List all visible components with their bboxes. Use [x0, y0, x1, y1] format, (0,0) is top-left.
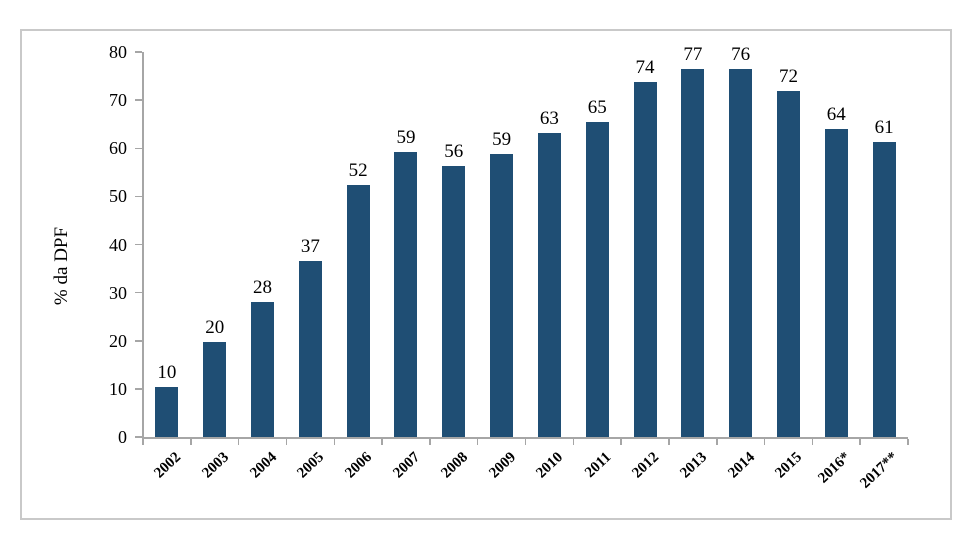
- x-axis-label: 2014: [724, 449, 758, 482]
- x-tick-mark: [716, 438, 718, 445]
- x-tick-mark: [763, 438, 766, 445]
- x-axis-label: 2006: [342, 449, 376, 482]
- bar-2003: [203, 341, 227, 437]
- bar-2012: [633, 81, 657, 437]
- bar-value-label: 61: [874, 117, 894, 138]
- x-tick-mark: [620, 438, 622, 445]
- y-tick-label: 10: [109, 378, 127, 399]
- x-axis-label: 2008: [438, 449, 471, 482]
- bar-2009: [490, 153, 514, 437]
- bar-value-label: 52: [348, 159, 368, 181]
- x-tick-mark: [429, 438, 431, 445]
- x-axis-label: 2003: [198, 449, 232, 482]
- y-tick-mark: [135, 243, 142, 246]
- y-tick-label: 40: [109, 234, 127, 255]
- x-tick-mark: [811, 438, 814, 445]
- x-axis-label: 2007: [390, 449, 424, 482]
- y-tick-label: 50: [109, 186, 127, 207]
- chart-frame: % da DPF 0 10 20 30 40 50 60 70 80 10 20 28 37 52 59 5…: [20, 29, 952, 520]
- y-tick-label: 60: [109, 138, 127, 159]
- bar-2002: [155, 387, 179, 437]
- bar-2004: [251, 302, 275, 437]
- x-tick-mark: [190, 438, 192, 445]
- bar-value-label: 28: [253, 277, 273, 299]
- y-tick-mark: [135, 291, 142, 294]
- x-axis-label: 2005: [294, 449, 328, 482]
- y-tick-mark: [135, 340, 142, 342]
- bar-value-label: 10: [157, 362, 177, 384]
- bar-2005: [298, 260, 322, 437]
- x-tick-mark: [142, 438, 144, 445]
- bar-value-label: 59: [396, 126, 416, 148]
- y-tick-mark: [135, 51, 142, 53]
- y-tick-label: 70: [109, 90, 127, 111]
- y-tick-label: 30: [109, 282, 127, 303]
- bar-value-label: 20: [205, 316, 225, 338]
- x-axis-label: 2012: [629, 449, 663, 482]
- bar-2011: [585, 122, 609, 437]
- bar-2015: [776, 90, 800, 437]
- bar-value-label: 77: [683, 43, 703, 65]
- bar-value-label: 59: [492, 128, 512, 150]
- x-axis-label: 2015: [772, 449, 806, 482]
- bar-value-label: 56: [444, 140, 464, 162]
- x-axis-label: 2011: [582, 449, 615, 481]
- x-axis-label: 2004: [246, 449, 280, 482]
- y-axis-line: [142, 52, 144, 437]
- bar-value-label: 64: [826, 103, 846, 125]
- y-tick-mark: [135, 436, 142, 438]
- bar-2016*: [824, 128, 848, 437]
- x-tick-mark: [381, 438, 383, 445]
- x-tick-mark: [524, 438, 527, 445]
- y-tick-mark: [135, 147, 142, 149]
- x-axis-label: 2016*: [815, 449, 854, 487]
- bar-value-label: 72: [778, 65, 798, 87]
- x-tick-mark: [285, 438, 288, 445]
- x-axis-label: 2013: [677, 449, 710, 482]
- bar-2014: [729, 69, 753, 437]
- bar-2013: [681, 68, 705, 437]
- bar-value-label: 76: [731, 44, 751, 66]
- y-tick-mark: [135, 195, 142, 198]
- bar-2006: [346, 184, 370, 437]
- y-tick-label: 0: [118, 427, 127, 447]
- x-axis-label: 2002: [151, 449, 185, 482]
- x-tick-mark: [668, 438, 670, 445]
- x-tick-mark: [572, 438, 575, 445]
- x-tick-mark: [907, 438, 909, 445]
- bar-value-label: 37: [300, 235, 320, 257]
- bar-2017**: [872, 142, 896, 437]
- x-tick-mark: [859, 438, 861, 445]
- plot-area: 0 10 20 30 40 50 60 70 80 10 20 28 37 52 59 56 59 63 65 74…: [109, 43, 909, 492]
- x-axis-label: 2009: [485, 449, 519, 482]
- x-tick-mark: [333, 438, 335, 445]
- bar-value-label: 65: [587, 97, 607, 119]
- y-tick-label: 80: [109, 42, 127, 62]
- bar-value-label: 63: [539, 107, 559, 129]
- x-tick-mark: [476, 438, 479, 445]
- y-tick-label: 20: [109, 330, 127, 351]
- x-axis-line: [142, 437, 908, 439]
- x-axis-label: 2017**: [857, 449, 902, 492]
- bar-2008: [442, 165, 466, 437]
- bar-2010: [537, 132, 561, 437]
- bar-value-label: 74: [635, 56, 655, 78]
- bar-2007: [394, 151, 418, 437]
- y-tick-mark: [135, 388, 142, 390]
- y-tick-mark: [135, 99, 142, 101]
- y-axis-title: % da DPF: [51, 226, 72, 306]
- x-axis-label: 2010: [533, 449, 567, 482]
- x-tick-mark: [237, 438, 240, 445]
